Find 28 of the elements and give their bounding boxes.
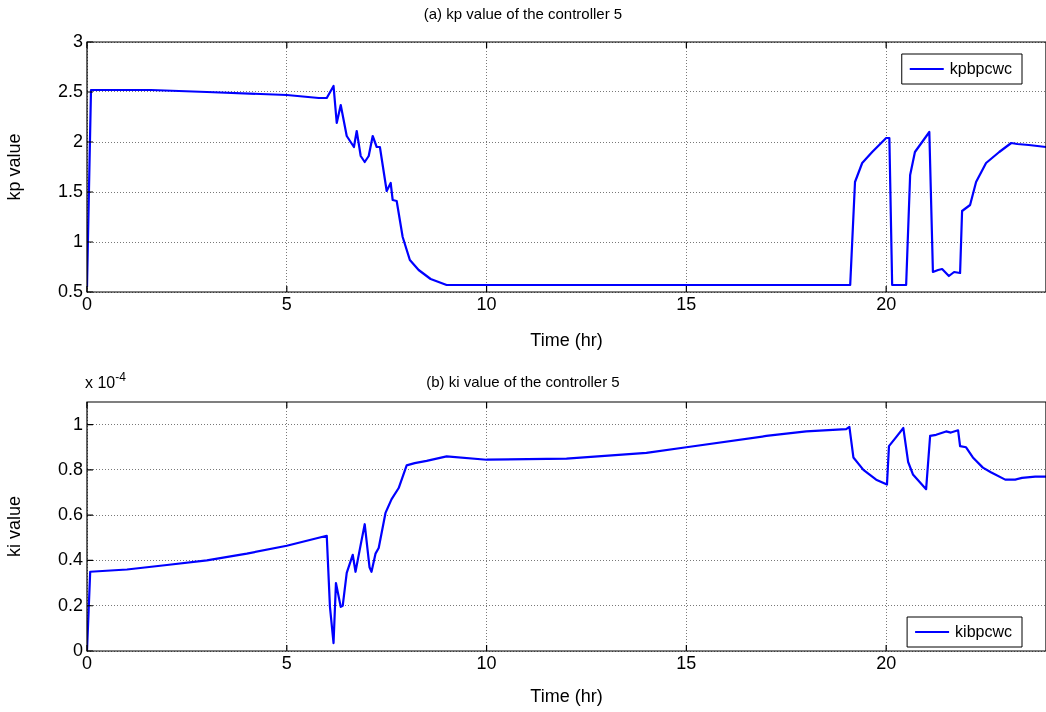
legend-label: kibpcwc — [955, 623, 1012, 641]
y-tick-label: 1.5 — [57, 180, 83, 201]
y-tick-label: 0.2 — [57, 594, 83, 615]
x-axis-title: Time (hr) — [530, 330, 603, 351]
x-tick-label: 20 — [876, 652, 897, 673]
x-tick-label: 20 — [876, 293, 897, 314]
x-tick-label: 10 — [476, 652, 497, 673]
y-tick-label: 0.6 — [57, 504, 83, 525]
x-tick-label: 5 — [281, 652, 292, 673]
legend-label: kpbpcwc — [949, 60, 1012, 78]
x-tick-label: 15 — [676, 293, 697, 314]
y-tick-label: 0.4 — [57, 549, 83, 570]
x-axis-title: Time (hr) — [530, 686, 603, 707]
x-tick-label: 5 — [281, 293, 292, 314]
chart-title: (b) ki value of the controller 5 — [426, 373, 620, 391]
y-tick-label: 1 — [72, 230, 83, 251]
y-tick-label: 2.5 — [57, 80, 83, 101]
y-axis-title: kp value — [3, 133, 24, 201]
x-tick-label: 10 — [476, 293, 497, 314]
y-tick-label: 3 — [72, 30, 83, 51]
chart-title: (a) kp value of the controller 5 — [423, 5, 623, 23]
y-tick-label: 2 — [72, 130, 83, 151]
x-tick-label: 15 — [676, 652, 697, 673]
y-tick-label: 0.8 — [57, 458, 83, 479]
y-tick-label: 0.5 — [57, 280, 83, 301]
y-tick-label: 1 — [72, 413, 83, 434]
y-axis-title: ki value — [3, 495, 24, 558]
y-tick-label: 0 — [72, 639, 83, 660]
